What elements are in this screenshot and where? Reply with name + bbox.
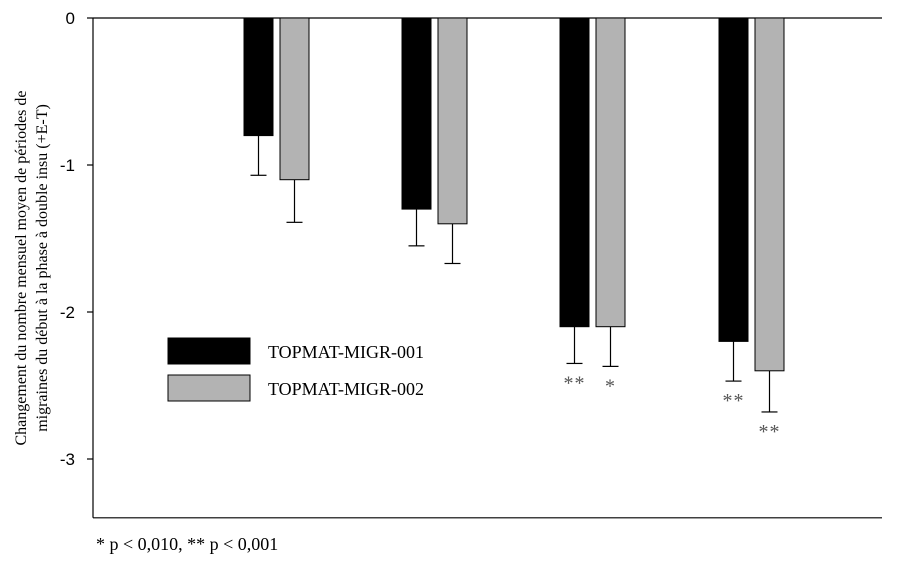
axes: 0 -1 -2 -3 [60, 9, 882, 519]
bar [279, 17, 310, 181]
significance-label: ** [723, 390, 745, 412]
legend-swatch [167, 374, 251, 402]
y-axis-label: Changement du nombre mensuel moyen de pé… [13, 90, 51, 445]
bar [437, 17, 468, 225]
y-tick-label: -2 [60, 303, 75, 322]
y-tick-label: -3 [60, 450, 75, 469]
bar [718, 17, 749, 342]
significance-label: * [605, 375, 616, 397]
y-axis-label-line-2: migraines du début à la phase à double i… [34, 104, 51, 432]
bars: ******* [243, 17, 785, 443]
y-axis-label-line-1: Changement du nombre mensuel moyen de pé… [13, 90, 30, 445]
legend-label: TOPMAT-MIGR-002 [268, 379, 424, 399]
y-tick-label: 0 [66, 9, 75, 28]
bar [559, 17, 590, 328]
significance-label: ** [564, 372, 586, 394]
legend-swatch [167, 337, 251, 365]
bar [595, 17, 626, 328]
legend: TOPMAT-MIGR-001 TOPMAT-MIGR-002 [167, 337, 424, 402]
bar [243, 17, 274, 137]
significance-label: ** [759, 421, 781, 443]
bar [754, 17, 785, 372]
legend-label: TOPMAT-MIGR-001 [268, 342, 424, 362]
bar [401, 17, 432, 210]
footnote: * p < 0,010, ** p < 0,001 [96, 534, 278, 554]
y-tick-label: -1 [60, 156, 75, 175]
